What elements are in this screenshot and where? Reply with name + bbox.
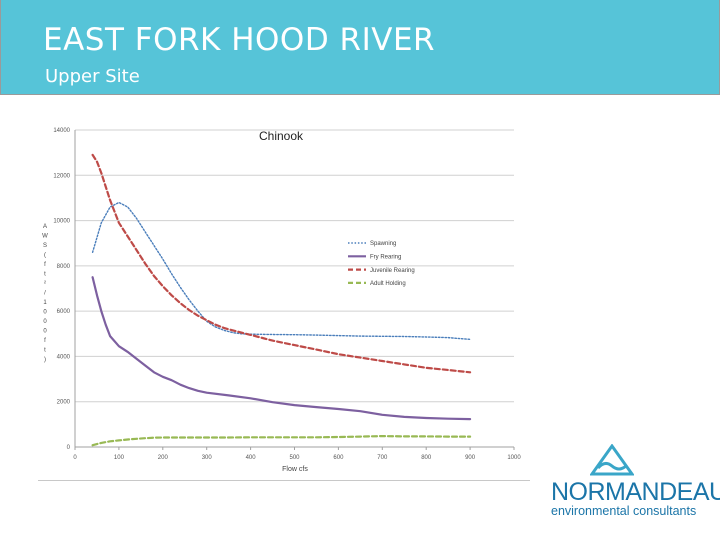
y-label-char: f — [44, 262, 46, 268]
legend-label: Juvenile Rearing — [370, 268, 415, 274]
x-tick-label: 400 — [246, 455, 257, 461]
y-tick-label: 6000 — [57, 309, 71, 315]
x-tick-label: 800 — [421, 455, 432, 461]
y-label-char: A — [43, 224, 47, 230]
series-lines — [91, 153, 472, 447]
legend-label: Spawning — [370, 241, 396, 247]
x-tick-label: 500 — [289, 455, 300, 461]
x-axis-label: Flow cfs — [282, 466, 308, 473]
legend-label: Adult Holding — [370, 281, 406, 287]
y-label-char: ( — [44, 253, 46, 259]
y-label-char: ² — [44, 281, 46, 287]
series-spawning-line — [91, 201, 471, 341]
y-label-char: 0 — [43, 310, 47, 316]
company-logo: NORMANDEAU environmental consultants — [548, 444, 720, 524]
x-tick-label: 200 — [158, 455, 169, 461]
series-adult-holding-line — [91, 435, 472, 447]
x-tick-label: 900 — [465, 455, 476, 461]
series-fry-rearing-line — [91, 276, 472, 421]
x-tick-label: 100 — [114, 455, 125, 461]
y-label-char: ) — [44, 357, 46, 363]
y-tick-label: 10000 — [53, 219, 70, 225]
x-tick-label: 600 — [333, 455, 344, 461]
y-tick-label: 8000 — [57, 264, 71, 270]
y-label-char: 1 — [43, 300, 47, 306]
x-tick-label: 700 — [377, 455, 388, 461]
y-label-char: t — [44, 348, 46, 354]
y-label-char: S — [43, 243, 47, 249]
y-label-char: W — [42, 234, 48, 240]
triangle-wave-icon — [590, 444, 634, 476]
legend-label: Fry Rearing — [370, 255, 401, 261]
y-label-char: / — [44, 291, 46, 297]
y-tick-label: 0 — [67, 445, 71, 451]
y-tick-label: 12000 — [53, 173, 70, 179]
x-tick-label: 0 — [73, 455, 77, 461]
y-label-char: t — [44, 272, 46, 278]
slide-title: EAST FORK HOOD RIVER — [43, 22, 436, 58]
y-tick-label: 14000 — [53, 128, 70, 134]
logo-tagline: environmental consultants — [551, 504, 697, 518]
y-label-char: 0 — [43, 319, 47, 325]
logo-name: NORMANDEAU — [551, 478, 720, 506]
gridlines — [75, 129, 514, 448]
title-banner: EAST FORK HOOD RIVER Upper Site — [0, 0, 720, 95]
y-label-char: 0 — [43, 329, 47, 335]
legend: Spawning Fry Rearing Juvenile Rearing Adult… — [348, 241, 415, 287]
x-tick-label: 300 — [202, 455, 213, 461]
x-tick-label: 1000 — [507, 455, 521, 461]
chart-title: Chinook — [259, 129, 304, 143]
slide-subtitle: Upper Site — [45, 66, 140, 87]
axes: 0 2000 4000 6000 8000 10000 12000 14000 0 100 200 3… — [53, 128, 521, 461]
y-tick-label: 2000 — [57, 400, 71, 406]
y-tick-label: 4000 — [57, 354, 71, 360]
footer-divider — [38, 480, 530, 481]
series-juvenile-rearing-line — [91, 153, 472, 374]
y-label-char: f — [44, 338, 46, 344]
